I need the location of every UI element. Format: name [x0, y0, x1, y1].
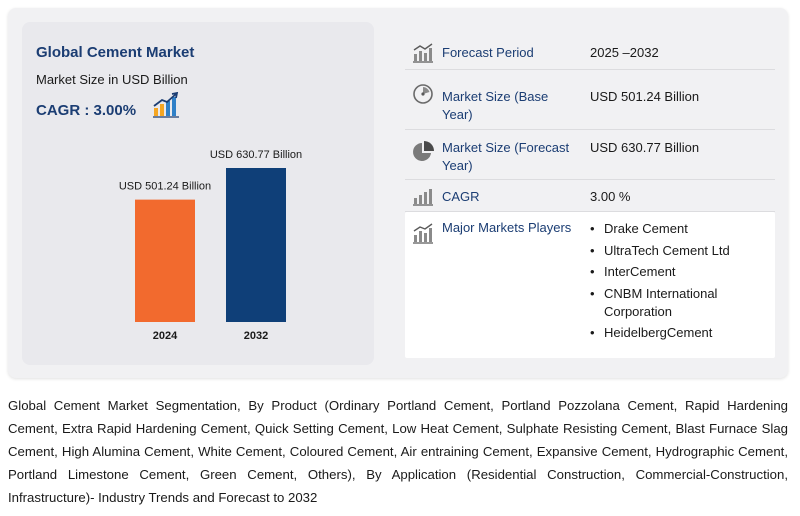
detail-row-forecast-year: Market Size (Forecast Year) USD 630.77 B…	[405, 130, 775, 180]
data-label-2032: USD 630.77 Billion	[210, 149, 302, 161]
x-tick-label-2024: 2024	[153, 330, 178, 342]
detail-value: USD 501.24 Billion	[590, 89, 700, 104]
players-list: Drake Cement UltraTech Cement Ltd InterC…	[590, 220, 770, 346]
detail-label: Market Size (Base Year)	[442, 89, 549, 122]
details-panel: Forecast Period 2025 –2032 Market Size (…	[405, 36, 775, 358]
x-tick-label-2032: 2032	[244, 330, 268, 342]
detail-value: 2025 –2032	[590, 45, 659, 60]
detail-label: Market Size (Forecast Year)	[442, 140, 570, 173]
market-size-bar-chart: USD 501.24 Billion 2024 USD 630.77 Billion…	[119, 149, 302, 342]
cagr-headline: CAGR : 3.00%	[36, 102, 137, 119]
player-item: UltraTech Cement Ltd	[590, 242, 770, 260]
detail-row-base-year: Market Size (Base Year) USD 501.24 Billi…	[405, 70, 775, 130]
data-label-2024: USD 501.24 Billion	[119, 181, 211, 193]
detail-row-forecast-period: Forecast Period 2025 –2032	[405, 36, 775, 70]
segmentation-caption: Global Cement Market Segmentation, By Pr…	[8, 398, 788, 505]
player-item: CNBM International Corporation	[590, 285, 770, 321]
player-item: Drake Cement	[590, 220, 770, 238]
detail-label: CAGR	[442, 189, 480, 204]
card-subtitle: Market Size in USD Billion	[36, 72, 188, 87]
growth-chart-icon	[413, 189, 433, 206]
chart-panel: Global Cement Market Market Size in USD …	[22, 22, 374, 365]
players-label: Major Markets Players	[442, 220, 572, 235]
card-title: Global Cement Market	[36, 44, 195, 61]
detail-label: Forecast Period	[442, 45, 534, 60]
gauge-icon	[413, 84, 433, 104]
detail-row-cagr: CAGR 3.00 %	[405, 180, 775, 212]
growth-bars-icon	[153, 92, 179, 118]
bar-2024	[135, 199, 195, 322]
player-item: HeidelbergCement	[590, 324, 770, 342]
pie-chart-icon	[413, 141, 434, 161]
bar-chart-icon	[413, 223, 433, 244]
calendar-chart-icon	[413, 43, 433, 63]
bar-2032	[226, 168, 286, 322]
detail-row-players: Major Markets Players Drake Cement Ultra…	[405, 212, 775, 358]
market-summary-card: Global Cement Market Market Size in USD …	[8, 8, 788, 378]
player-item: InterCement	[590, 263, 770, 281]
detail-value: 3.00 %	[590, 189, 631, 204]
detail-value: USD 630.77 Billion	[590, 140, 700, 155]
